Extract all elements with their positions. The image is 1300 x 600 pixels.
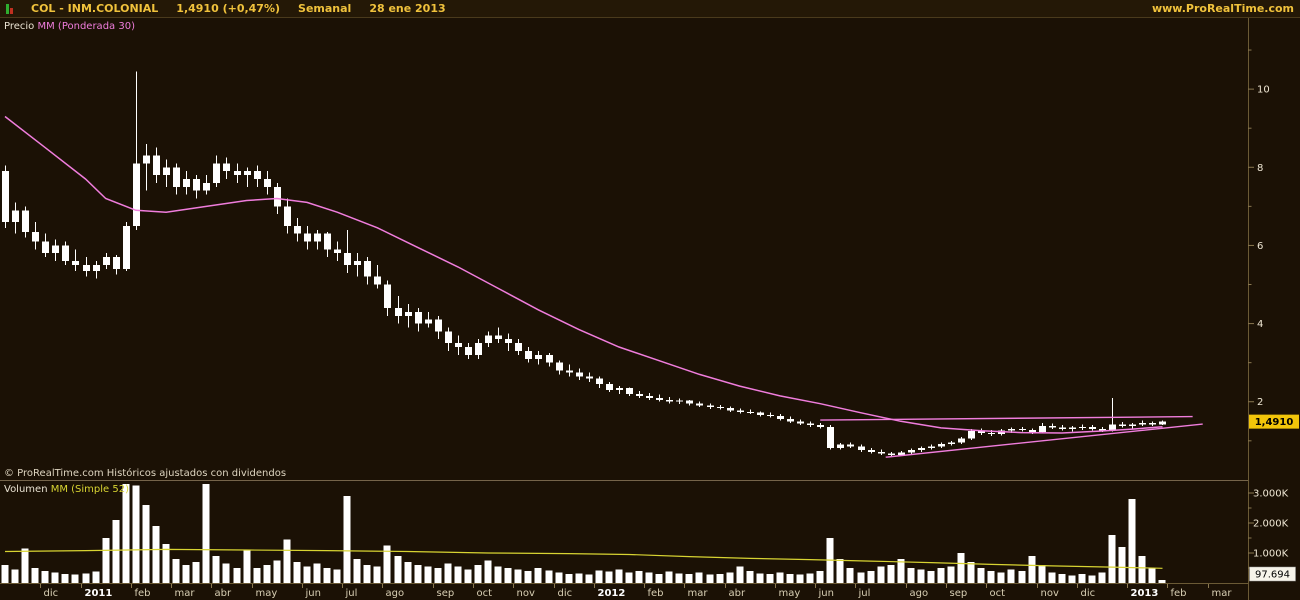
year-label: 2013	[1131, 588, 1159, 599]
copyright-note: © ProRealTime.com Históricos ajustados c…	[4, 468, 287, 479]
up-bar	[6, 4, 9, 14]
month-label: may	[779, 588, 801, 599]
svg-text:97.694: 97.694	[1255, 570, 1290, 581]
volume-bars	[1, 484, 1166, 583]
price-tick-label: 8	[1257, 163, 1263, 174]
month-label: sep	[437, 588, 455, 599]
month-label: jun	[305, 588, 321, 599]
price-tick-label: 4	[1257, 319, 1263, 330]
price-ma-line	[4, 115, 1163, 434]
volume-ma-label: MM (Simple 52)	[50, 484, 130, 495]
month-label: ago	[910, 588, 929, 599]
month-label: dic	[44, 588, 59, 599]
volume-value-tag: 97.694	[1249, 566, 1296, 582]
volume-label-text: Volumen	[4, 484, 48, 495]
trendline	[820, 415, 1193, 421]
volume-tick-label: 3.000K	[1253, 489, 1289, 500]
pane-divider	[0, 480, 1248, 481]
last-price-change: 1,4910 (+0,47%)	[176, 2, 281, 15]
month-label: jul	[858, 588, 871, 599]
month-label: nov	[1041, 588, 1059, 599]
candlestick-series	[2, 71, 1166, 457]
month-label: feb	[135, 588, 151, 599]
month-label: mar	[175, 588, 196, 599]
price-axis-column[interactable]: 10 8 6 4 2 3.000K 2.000K 1.000K 1,4910 97.694	[1248, 18, 1300, 600]
month-label: oct	[477, 588, 493, 599]
volume-tick-label: 2.000K	[1253, 519, 1289, 530]
month-label: abr	[729, 588, 746, 599]
trendline	[885, 423, 1203, 458]
year-label: 2012	[598, 588, 626, 599]
month-label: dic	[1081, 588, 1096, 599]
month-label: mar	[1212, 588, 1233, 599]
timeframe-label: Semanal	[298, 2, 352, 15]
volume-tick-label: 1.000K	[1253, 549, 1289, 560]
price-tick-label: 2	[1257, 397, 1263, 408]
month-label: mar	[688, 588, 709, 599]
price-chart-pane[interactable]	[0, 18, 1248, 467]
last-date-label: 28 ene 2013	[369, 2, 446, 15]
price-label-text: Precio	[4, 21, 35, 32]
price-ma-label: MM (Ponderada 30)	[37, 21, 135, 32]
svg-text:1,4910: 1,4910	[1255, 417, 1294, 428]
last-price-tag: 1,4910	[1249, 414, 1299, 429]
price-pane-label: Precio MM (Ponderada 30)	[4, 21, 135, 32]
price-tick-label: 6	[1257, 241, 1263, 252]
volume-pane-chart[interactable]	[0, 481, 1248, 583]
month-label: feb	[648, 588, 664, 599]
month-label: sep	[950, 588, 968, 599]
price-tick-label: 10	[1257, 85, 1270, 96]
prorealtime-link[interactable]: www.ProRealTime.com	[1151, 2, 1294, 15]
volume-pane-label: Volumen MM (Simple 52)	[4, 484, 129, 495]
month-label: dic	[558, 588, 573, 599]
mini-chart-icon	[6, 3, 13, 14]
header-bar: COL - INM.COLONIAL 1,4910 (+0,47%) Seman…	[0, 0, 1300, 18]
month-label: jun	[818, 588, 834, 599]
volume-ma-line	[4, 548, 1163, 569]
instrument-title: COL - INM.COLONIAL	[31, 2, 159, 15]
month-label: nov	[517, 588, 535, 599]
time-axis[interactable]: dic 2011 feb mar abr may jun jul ago sep oct nov dic…	[0, 583, 1248, 600]
month-label: oct	[990, 588, 1006, 599]
month-label: may	[256, 588, 278, 599]
month-label: jul	[345, 588, 358, 599]
month-label: abr	[215, 588, 232, 599]
month-label: feb	[1171, 588, 1187, 599]
year-label: 2011	[85, 588, 113, 599]
down-bar	[10, 8, 13, 14]
month-label: ago	[386, 588, 405, 599]
